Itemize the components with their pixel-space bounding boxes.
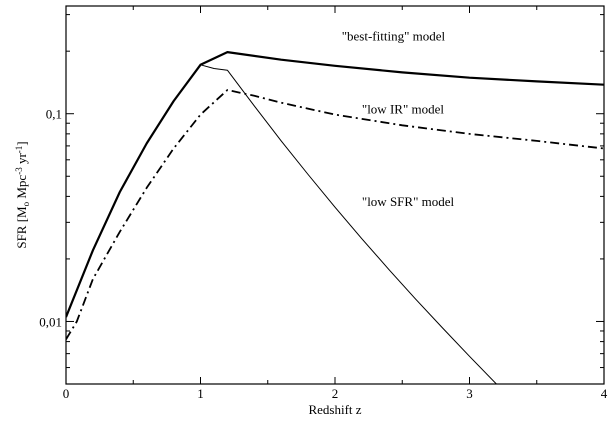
axis-ticks: 0 1 2 3 4 0,01 0,1 bbox=[39, 6, 608, 401]
y-axis-label-sup1: -3 bbox=[14, 167, 24, 175]
y-axis-label-sub: o bbox=[21, 201, 31, 206]
y-axis-label-suffix: ] bbox=[14, 141, 29, 145]
annotation-0: "best-fitting" model bbox=[342, 29, 446, 44]
y-tick-label: 0,01 bbox=[39, 314, 62, 329]
y-axis-label: SFR [Mo Mpc-3 yr-1] bbox=[14, 141, 31, 248]
y-tick-label: 0,1 bbox=[46, 107, 62, 122]
series-line-lowsfr bbox=[200, 64, 498, 384]
series-line-lowir bbox=[66, 89, 604, 340]
x-tick-label: 4 bbox=[601, 386, 608, 401]
y-axis-label-mid2: yr bbox=[14, 153, 29, 168]
annotation-2: "low SFR" model bbox=[362, 194, 455, 209]
x-tick-label: 0 bbox=[63, 386, 70, 401]
chart-marks: "best-fitting" model "low IR" model "low S… bbox=[66, 29, 604, 384]
x-axis-label: Redshift z bbox=[308, 402, 361, 417]
series-line-best bbox=[66, 51, 604, 318]
x-tick-label: 1 bbox=[197, 386, 204, 401]
annotation-1: "low IR" model bbox=[362, 102, 444, 117]
y-axis-label-prefix: SFR [M bbox=[14, 206, 29, 249]
plot-frame bbox=[65, 5, 605, 385]
y-axis-label-sup2: -1 bbox=[14, 146, 24, 154]
y-axis-label-mid: Mpc bbox=[14, 175, 29, 202]
x-tick-label: 2 bbox=[332, 386, 339, 401]
x-tick-label: 3 bbox=[466, 386, 473, 401]
